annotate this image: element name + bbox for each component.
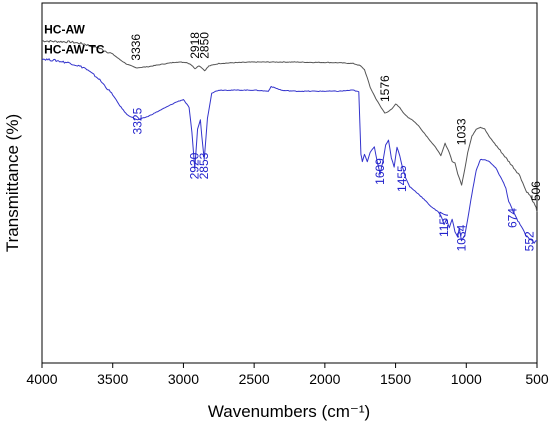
x-axis-title: Wavenumbers (cm⁻¹) xyxy=(208,402,370,421)
x-tick-label: 3000 xyxy=(168,371,199,387)
peak-annotation: 2920 xyxy=(188,152,202,179)
peak-annotation: 674 xyxy=(505,208,519,228)
series-line-hc-aw xyxy=(41,39,538,212)
peak-annotation: 1034 xyxy=(455,224,469,251)
peak-annotation: 2918 xyxy=(188,32,202,59)
y-axis-title: Transmittance (%) xyxy=(3,114,22,252)
series-label: HC-AW xyxy=(44,23,85,37)
peak-annotation: 1157 xyxy=(437,211,451,237)
series-line-hc-aw-tc xyxy=(41,58,538,244)
spectrum-series xyxy=(41,39,538,244)
peak-annotation: 1576 xyxy=(378,75,392,102)
peak-annotation: 1033 xyxy=(455,118,469,145)
x-tick-label: 1000 xyxy=(451,371,482,387)
x-tick-label: 4000 xyxy=(26,371,57,387)
x-tick-label: 2000 xyxy=(309,371,340,387)
series-labels: HC-AW HC-AW-TC xyxy=(44,23,105,57)
x-tick-label: 1500 xyxy=(380,371,411,387)
peak-annotation: 2850 xyxy=(198,32,212,59)
peak-annotation: 3336 xyxy=(129,34,143,61)
x-axis-ticks: 4000 3500 3000 2500 2000 1500 1000 500 xyxy=(26,363,549,387)
peak-annotation: 3325 xyxy=(131,107,145,134)
peak-annotation: 1455 xyxy=(395,165,409,192)
peak-annotation: 2853 xyxy=(197,152,211,179)
x-tick-label: 2500 xyxy=(239,371,270,387)
peak-annotation: 552 xyxy=(523,231,537,251)
x-tick-label: 500 xyxy=(525,371,549,387)
peak-annotation: 506 xyxy=(529,181,543,201)
x-tick-label: 3500 xyxy=(97,371,128,387)
plot-frame xyxy=(41,2,538,364)
series-label: HC-AW-TC xyxy=(44,42,105,56)
peak-annotation: 1609 xyxy=(373,158,387,185)
